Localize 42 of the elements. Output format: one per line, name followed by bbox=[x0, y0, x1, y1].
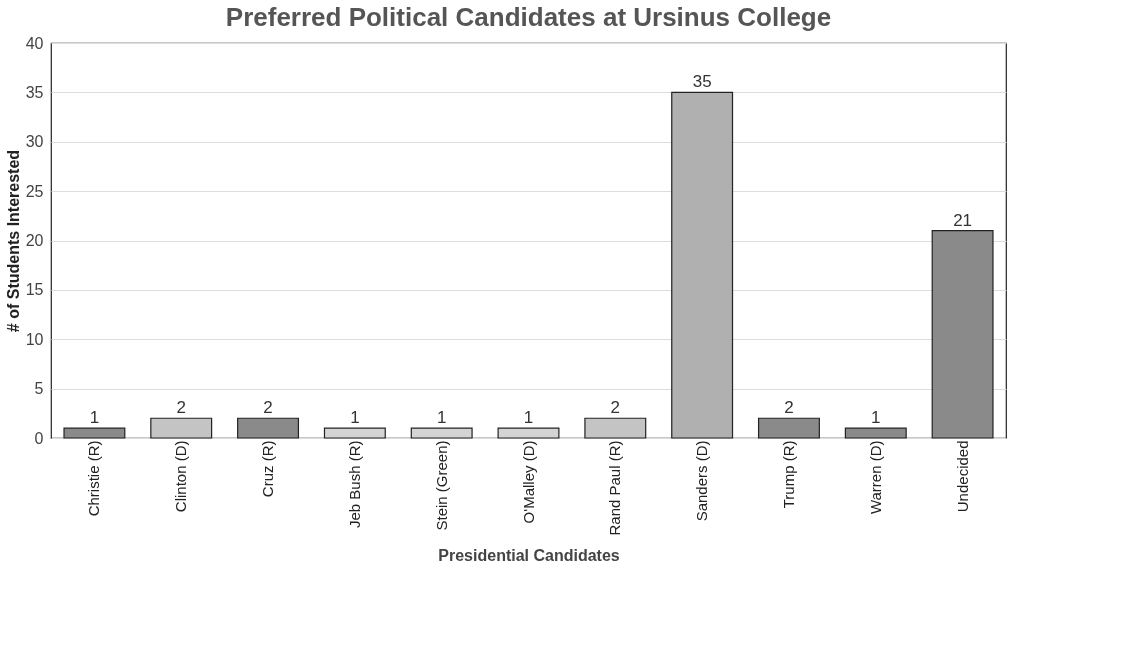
x-tick-label: Sanders (D) bbox=[693, 440, 711, 522]
bar bbox=[757, 417, 820, 439]
x-tick-label: Stein (Green) bbox=[432, 440, 450, 531]
bar bbox=[584, 417, 647, 439]
data-label: 35 bbox=[692, 72, 712, 92]
x-tick-label: Cruz (R) bbox=[259, 440, 277, 498]
x-tick-label: Clinton (D) bbox=[172, 440, 190, 513]
y-tick-label: 15 bbox=[25, 281, 44, 299]
data-label: 2 bbox=[176, 398, 186, 418]
x-tick-label: Christie (R) bbox=[85, 440, 103, 517]
bar bbox=[671, 91, 734, 439]
data-label: 1 bbox=[436, 408, 447, 428]
x-tick-label: Undecided bbox=[953, 440, 971, 513]
bar bbox=[237, 417, 300, 439]
data-label: 2 bbox=[784, 398, 794, 418]
bar bbox=[931, 230, 994, 439]
x-tick-label: Trump (R) bbox=[779, 440, 797, 509]
y-tick-label: 20 bbox=[25, 232, 44, 249]
x-tick-label: Jeb Bush (R) bbox=[345, 440, 363, 529]
data-label: 1 bbox=[523, 408, 534, 428]
chart-title: Preferred Political Candidates at Ursinus College bbox=[225, 2, 832, 32]
data-label: 1 bbox=[871, 408, 881, 428]
y-tick-label: 35 bbox=[25, 83, 44, 101]
y-axis-title: # of Students Interested bbox=[4, 149, 22, 333]
y-tick-label: 5 bbox=[34, 380, 44, 398]
data-label: 2 bbox=[263, 398, 273, 418]
data-label: 2 bbox=[610, 398, 621, 418]
y-tick-label: 40 bbox=[25, 34, 44, 52]
data-label: 21 bbox=[953, 210, 973, 230]
bar bbox=[63, 427, 126, 439]
x-tick-label: Warren (D) bbox=[866, 440, 884, 515]
data-label: 1 bbox=[89, 408, 100, 428]
x-axis-title: Presidential Candidates bbox=[438, 546, 620, 564]
y-tick-label: 10 bbox=[25, 330, 44, 348]
y-tick-label: 30 bbox=[25, 133, 44, 151]
y-tick-label: 0 bbox=[34, 429, 44, 447]
bar bbox=[844, 427, 907, 439]
x-tick-label: O'Malley (D) bbox=[519, 440, 537, 524]
bar bbox=[150, 417, 213, 439]
x-tick-label: Rand Paul (R) bbox=[606, 440, 624, 536]
data-label: 1 bbox=[350, 408, 360, 428]
y-tick-label: 25 bbox=[25, 182, 44, 200]
